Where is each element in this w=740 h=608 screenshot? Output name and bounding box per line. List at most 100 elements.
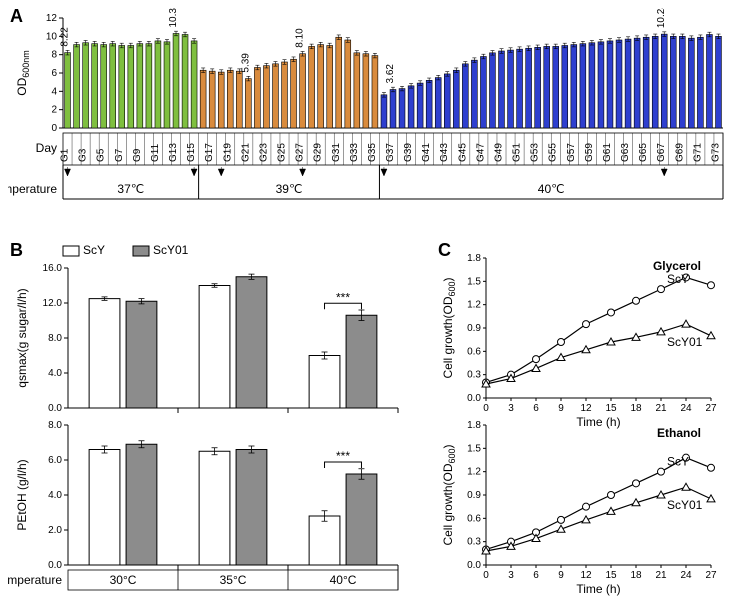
svg-text:0.3: 0.3: [467, 537, 481, 548]
svg-text:6: 6: [51, 68, 57, 79]
svg-text:0.0: 0.0: [48, 560, 62, 571]
svg-text:0: 0: [483, 570, 489, 581]
svg-text:G41: G41: [421, 143, 432, 162]
svg-text:2: 2: [51, 105, 57, 116]
svg-text:G5: G5: [96, 148, 107, 162]
svg-text:G25: G25: [277, 143, 288, 162]
svg-text:G65: G65: [638, 143, 649, 162]
svg-text:5.39: 5.39: [240, 53, 251, 73]
svg-text:24: 24: [680, 570, 692, 581]
svg-text:PEtOH (g/l/h): PEtOH (g/l/h): [15, 459, 29, 530]
svg-text:15: 15: [605, 570, 617, 581]
svg-text:0: 0: [51, 123, 57, 134]
figure: A 024681012OD600nm8.22G1G3G5G7G9G1110.31…: [8, 8, 732, 600]
svg-text:18: 18: [630, 403, 642, 414]
svg-text:ScY: ScY: [83, 243, 105, 257]
svg-text:Glycerol: Glycerol: [653, 259, 701, 273]
svg-text:37℃: 37℃: [117, 182, 144, 196]
svg-text:35°C: 35°C: [220, 573, 247, 587]
svg-text:12: 12: [46, 13, 58, 24]
panel-a-label: A: [10, 6, 23, 27]
svg-text:G53: G53: [530, 143, 541, 162]
svg-text:0.9: 0.9: [467, 490, 481, 501]
svg-text:1.2: 1.2: [467, 300, 481, 311]
svg-text:G21: G21: [240, 143, 251, 162]
svg-text:40°C: 40°C: [330, 573, 357, 587]
svg-text:qsmax(g sugar/l/h): qsmax(g sugar/l/h): [15, 288, 29, 387]
svg-text:10.31: 10.31: [168, 8, 179, 27]
svg-text:G27: G27: [295, 143, 306, 162]
svg-text:6.0: 6.0: [48, 455, 62, 466]
svg-text:30°C: 30°C: [110, 573, 137, 587]
panel-a-chart: 024681012OD600nm8.22G1G3G5G7G9G1110.31G1…: [8, 8, 732, 238]
svg-text:6: 6: [533, 403, 539, 414]
svg-text:G57: G57: [566, 143, 577, 162]
svg-text:G47: G47: [475, 143, 486, 162]
svg-text:4: 4: [51, 86, 57, 97]
svg-text:9: 9: [558, 403, 564, 414]
svg-text:G3: G3: [78, 148, 89, 162]
svg-text:ScY01: ScY01: [153, 243, 189, 257]
svg-text:12: 12: [580, 570, 592, 581]
svg-text:15: 15: [605, 403, 617, 414]
svg-text:G67: G67: [656, 143, 667, 162]
svg-text:16.0: 16.0: [43, 263, 63, 274]
svg-text:Temperature: Temperature: [8, 182, 57, 196]
svg-text:0: 0: [483, 403, 489, 414]
svg-text:***: ***: [336, 290, 350, 304]
svg-text:1.2: 1.2: [467, 467, 481, 478]
svg-text:9: 9: [558, 570, 564, 581]
panel-b-label: B: [10, 240, 23, 261]
svg-text:G61: G61: [602, 143, 613, 162]
svg-text:Temperature: Temperature: [8, 573, 62, 587]
svg-text:G31: G31: [331, 143, 342, 162]
svg-text:39℃: 39℃: [276, 182, 303, 196]
svg-text:G29: G29: [313, 143, 324, 162]
svg-text:40℃: 40℃: [538, 182, 565, 196]
svg-text:G11: G11: [150, 143, 161, 162]
panel-c-chart: 0.00.30.60.91.21.51.80369121518212427Cel…: [436, 240, 732, 600]
svg-text:Ethanol: Ethanol: [657, 426, 701, 440]
svg-text:G7: G7: [114, 148, 125, 162]
svg-text:0.3: 0.3: [467, 370, 481, 381]
svg-text:1.8: 1.8: [467, 253, 481, 264]
svg-text:G49: G49: [493, 143, 504, 162]
svg-text:G17: G17: [204, 143, 215, 162]
svg-text:G69: G69: [674, 143, 685, 162]
svg-text:27: 27: [705, 570, 717, 581]
svg-text:G33: G33: [349, 143, 360, 162]
svg-text:ScY01: ScY01: [667, 498, 703, 512]
svg-text:Time (h): Time (h): [576, 415, 620, 429]
svg-text:6: 6: [533, 570, 539, 581]
svg-text:0.0: 0.0: [48, 403, 62, 414]
svg-text:G51: G51: [512, 143, 523, 162]
svg-text:18: 18: [630, 570, 642, 581]
svg-text:1.5: 1.5: [467, 443, 481, 454]
svg-text:4.0: 4.0: [48, 368, 62, 379]
svg-text:G55: G55: [548, 143, 559, 162]
svg-text:G35: G35: [367, 143, 378, 162]
svg-text:G23: G23: [258, 143, 269, 162]
panel-c-label: C: [438, 240, 451, 261]
svg-text:***: ***: [336, 449, 350, 463]
svg-text:0.9: 0.9: [467, 323, 481, 334]
svg-text:24: 24: [680, 403, 692, 414]
svg-text:ScY: ScY: [667, 455, 689, 469]
svg-text:G15: G15: [186, 143, 197, 162]
svg-text:G59: G59: [584, 143, 595, 162]
svg-text:10: 10: [46, 31, 58, 42]
svg-text:0.0: 0.0: [467, 560, 481, 571]
svg-text:Cell growth(OD600): Cell growth(OD600): [441, 444, 457, 545]
svg-text:12.0: 12.0: [43, 298, 63, 309]
svg-text:8.0: 8.0: [48, 333, 62, 344]
svg-text:Time (h): Time (h): [576, 582, 620, 596]
svg-text:1.8: 1.8: [467, 420, 481, 431]
svg-text:G43: G43: [439, 143, 450, 162]
svg-text:3: 3: [508, 570, 514, 581]
svg-text:ScY01: ScY01: [667, 335, 703, 349]
svg-text:2.0: 2.0: [48, 525, 62, 536]
svg-text:G71: G71: [692, 143, 703, 162]
svg-text:0.6: 0.6: [467, 346, 481, 357]
svg-text:8.10: 8.10: [295, 28, 306, 48]
svg-text:Day: Day: [36, 141, 57, 155]
